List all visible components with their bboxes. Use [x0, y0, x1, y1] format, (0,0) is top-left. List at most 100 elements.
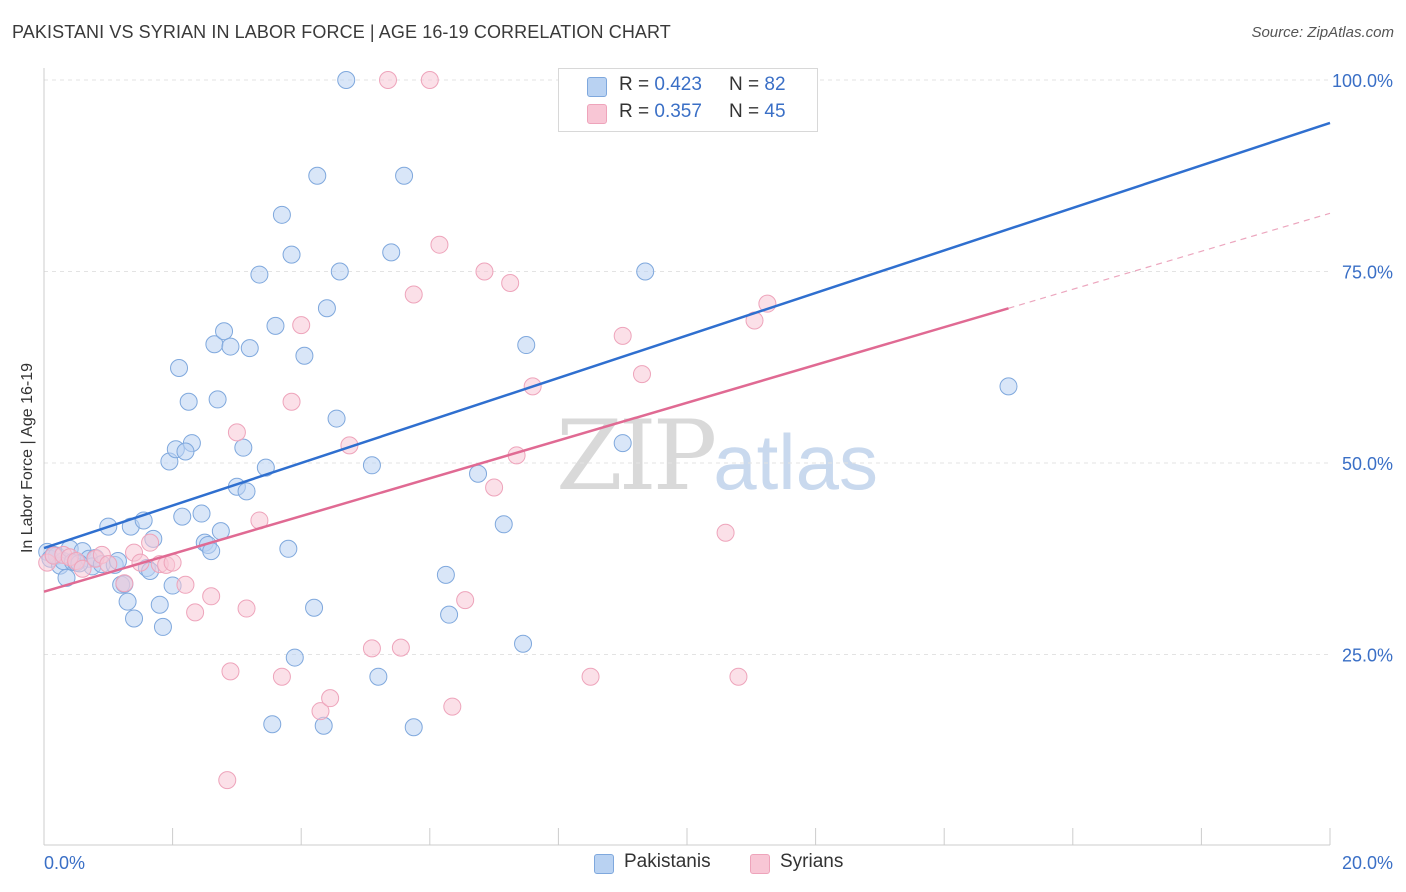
- syrian-point: [501, 273, 520, 292]
- syrian-point: [485, 478, 504, 497]
- pakistani-point: [440, 605, 459, 624]
- syrian-point: [404, 285, 423, 304]
- syrian-point: [581, 667, 600, 686]
- correlation-legend: R = 0.423 N = 82 R = 0.357 N = 45: [558, 68, 818, 132]
- pakistani-point: [150, 595, 169, 614]
- syrian-point: [186, 603, 205, 622]
- syrian-point: [430, 235, 449, 254]
- syrian-point: [362, 639, 381, 658]
- bottom-legend-label-pakistanis: Pakistanis: [624, 851, 711, 872]
- syrian-point: [321, 689, 340, 708]
- syrian-point: [311, 702, 330, 721]
- syrians-trend-line: [43, 307, 1009, 593]
- pakistani-point: [337, 71, 356, 89]
- legend-n-label: N =: [729, 101, 765, 122]
- syrian-point: [141, 533, 160, 552]
- syrian-point: [176, 575, 195, 594]
- syrian-point: [218, 771, 237, 790]
- legend-swatch-pakistanis: [587, 77, 607, 97]
- pakistani-point: [317, 299, 336, 318]
- pakistani-point: [240, 339, 259, 358]
- legend-n-label: N =: [729, 74, 765, 95]
- y-tick-label: 75.0%: [1342, 263, 1393, 283]
- pakistani-point: [308, 166, 327, 185]
- pakistani-point: [250, 265, 269, 284]
- legend-swatch-syrians: [587, 104, 607, 124]
- syrian-point: [443, 697, 462, 716]
- pakistani-point: [285, 648, 304, 667]
- syrian-point: [729, 667, 748, 686]
- syrian-point: [237, 599, 256, 618]
- pakistani-point: [234, 438, 253, 457]
- pakistani-point: [404, 718, 423, 737]
- pakistani-point: [330, 262, 349, 281]
- syrian-point: [272, 667, 291, 686]
- pakistanis-trend-line: [43, 121, 1331, 550]
- chart-title: PAKISTANI VS SYRIAN IN LABOR FORCE | AGE…: [12, 22, 671, 42]
- pakistani-point: [613, 434, 632, 453]
- pakistani-point: [514, 634, 533, 653]
- legend-r-value: 0.357: [654, 101, 702, 122]
- pakistani-point: [382, 243, 401, 262]
- syrian-point: [282, 392, 301, 411]
- pakistani-point: [469, 464, 488, 483]
- pakistani-point: [305, 598, 324, 617]
- syrians-trend-extension: [1008, 212, 1331, 309]
- source-credit: Source: ZipAtlas.com: [1251, 24, 1394, 41]
- syrian-point: [73, 559, 92, 578]
- pakistani-point: [125, 609, 144, 628]
- pakistani-point: [327, 409, 346, 428]
- pakistani-point: [272, 205, 291, 224]
- pakistani-point: [266, 316, 285, 335]
- syrian-point: [115, 574, 134, 593]
- pakistani-point: [221, 337, 240, 356]
- pakistani-point: [118, 592, 137, 611]
- syrian-point: [475, 262, 494, 281]
- pakistani-point: [237, 482, 256, 501]
- y-tick-label: 25.0%: [1342, 646, 1393, 666]
- pakistani-point: [176, 442, 195, 461]
- syrian-point: [456, 591, 475, 610]
- pakistani-point: [57, 568, 76, 587]
- pakistani-point: [215, 322, 234, 341]
- pakistani-point: [282, 245, 301, 264]
- pakistani-point: [153, 617, 172, 636]
- legend-n-value: 45: [764, 101, 786, 122]
- pakistani-point: [192, 504, 211, 523]
- pakistani-point: [362, 456, 381, 475]
- legend-r-label: R =: [619, 74, 655, 95]
- syrian-point: [202, 587, 221, 606]
- syrian-point: [632, 365, 651, 384]
- y-tick-label: 50.0%: [1342, 454, 1393, 474]
- pakistani-point: [314, 716, 333, 735]
- pakistani-point: [436, 565, 455, 584]
- pakistani-point: [494, 515, 513, 534]
- syrian-point: [379, 71, 398, 89]
- syrian-point: [292, 316, 311, 335]
- syrian-point: [420, 71, 439, 89]
- pakistani-point: [517, 336, 536, 355]
- pakistani-point: [636, 262, 655, 281]
- pakistani-point: [173, 507, 192, 526]
- legend-r-value: 0.423: [654, 74, 702, 95]
- pakistani-point: [295, 346, 314, 365]
- y-tick-label: 100.0%: [1332, 71, 1393, 91]
- pakistani-point: [279, 539, 298, 558]
- pakistani-point: [170, 359, 189, 378]
- pakistani-point: [999, 377, 1018, 396]
- syrian-point: [227, 423, 246, 442]
- syrian-point: [221, 662, 240, 681]
- x-tick-label: 0.0%: [44, 853, 85, 873]
- bottom-legend-swatch-pakistanis: [594, 854, 614, 874]
- legend-n-value: 82: [764, 74, 786, 95]
- pakistani-point: [369, 667, 388, 686]
- pakistani-point: [179, 392, 198, 411]
- syrian-point: [391, 638, 410, 657]
- pakistani-point: [263, 715, 282, 734]
- x-tick-label: 20.0%: [1342, 853, 1393, 873]
- watermark-atlas: atlas: [713, 418, 878, 506]
- legend-r-label: R =: [619, 101, 655, 122]
- bottom-legend-label-syrians: Syrians: [780, 851, 844, 872]
- pakistani-point: [256, 458, 275, 477]
